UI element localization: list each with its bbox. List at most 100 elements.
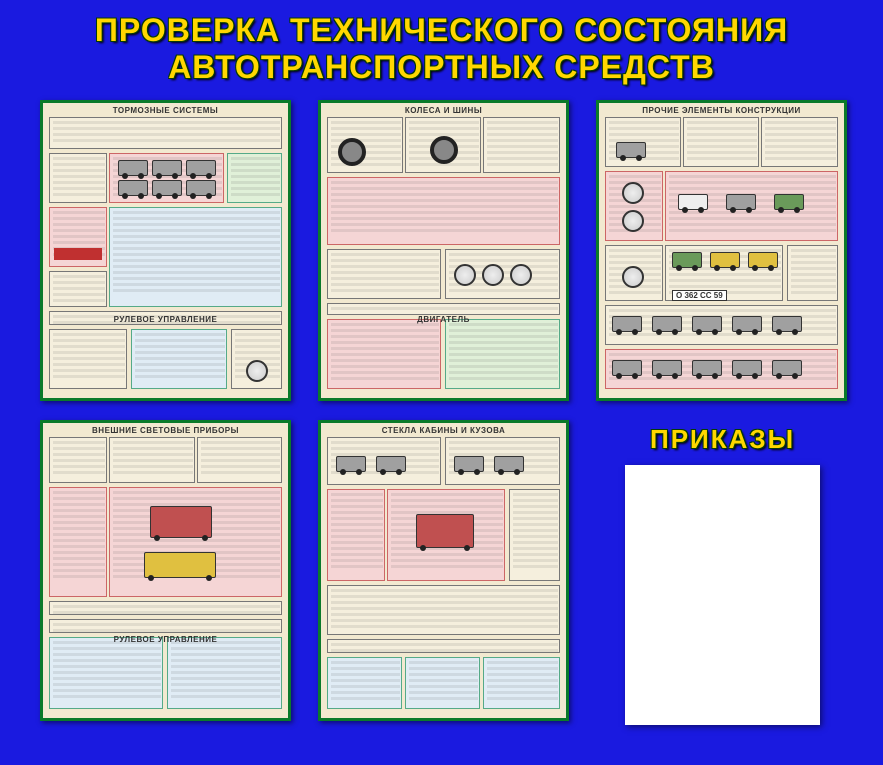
gauge-icon bbox=[622, 210, 644, 232]
poster-section bbox=[605, 245, 663, 301]
vehicle-icon bbox=[144, 552, 216, 578]
vehicle-icon bbox=[772, 316, 802, 332]
poster-section bbox=[445, 249, 560, 299]
poster-section bbox=[49, 637, 163, 709]
poster-section bbox=[109, 153, 224, 203]
poster-subtitle: РУЛЕВОЕ УПРАВЛЕНИЕ bbox=[43, 635, 288, 644]
poster-section bbox=[605, 349, 838, 389]
vehicle-icon bbox=[186, 180, 216, 196]
gauge-icon bbox=[482, 264, 504, 286]
poster-section bbox=[49, 207, 107, 267]
poster-section bbox=[109, 437, 195, 483]
gauge-icon bbox=[622, 266, 644, 288]
poster-section bbox=[605, 171, 663, 241]
poster-section bbox=[445, 319, 560, 389]
poster-section bbox=[327, 657, 402, 709]
title-line-2: АВТОТРАНСПОРТНЫХ СРЕДСТВ bbox=[168, 49, 715, 85]
poster-section bbox=[49, 487, 107, 597]
poster-section bbox=[787, 245, 838, 301]
poster-section: О 362 СС 59 bbox=[665, 245, 783, 301]
poster-section bbox=[327, 117, 403, 173]
poster-section bbox=[327, 437, 441, 485]
poster-section bbox=[665, 171, 838, 241]
poster-section bbox=[327, 249, 441, 299]
poster-section bbox=[387, 489, 505, 581]
vehicle-icon bbox=[152, 160, 182, 176]
poster-title: СТЕКЛА КАБИНЫ И КУЗОВА bbox=[321, 426, 566, 435]
poster-section bbox=[49, 437, 107, 483]
vehicle-icon bbox=[774, 194, 804, 210]
vehicle-icon bbox=[732, 360, 762, 376]
poster-section bbox=[483, 657, 560, 709]
poster-section bbox=[605, 305, 838, 345]
vehicle-icon bbox=[678, 194, 708, 210]
vehicle-icon bbox=[772, 360, 802, 376]
poster-subtitle: РУЛЕВОЕ УПРАВЛЕНИЕ bbox=[43, 315, 288, 324]
gauge-icon bbox=[622, 182, 644, 204]
vehicle-icon bbox=[748, 252, 778, 268]
vehicle-icon bbox=[118, 180, 148, 196]
gauge-icon bbox=[454, 264, 476, 286]
poster-p1: ТОРМОЗНЫЕ СИСТЕМЫ РУЛЕВОЕ УПРАВЛЕНИЕ bbox=[40, 100, 291, 401]
poster-p2: КОЛЕСА И ШИНЫДВИГАТЕЛЬ bbox=[318, 100, 569, 401]
poster-p5: СТЕКЛА КАБИНЫ И КУЗОВА bbox=[318, 420, 569, 721]
poster-section bbox=[49, 153, 107, 203]
vehicle-icon bbox=[336, 456, 366, 472]
poster-section bbox=[197, 437, 282, 483]
info-board: ПРОВЕРКА ТЕХНИЧЕСКОГО СОСТОЯНИЯ АВТОТРАН… bbox=[0, 0, 883, 765]
gauge-icon bbox=[510, 264, 532, 286]
vehicle-icon bbox=[710, 252, 740, 268]
poster-title: ПРОЧИЕ ЭЛЕМЕНТЫ КОНСТРУКЦИИ bbox=[599, 106, 844, 115]
vehicle-icon bbox=[454, 456, 484, 472]
poster-section bbox=[327, 585, 560, 635]
vehicle-icon bbox=[416, 514, 474, 548]
vehicle-icon bbox=[616, 142, 646, 158]
poster-section bbox=[49, 117, 282, 149]
poster-section bbox=[231, 329, 282, 389]
vehicle-icon bbox=[118, 160, 148, 176]
poster-section bbox=[49, 329, 127, 389]
vehicle-icon bbox=[732, 316, 762, 332]
vehicle-icon bbox=[612, 316, 642, 332]
poster-p3: ПРОЧИЕ ЭЛЕМЕНТЫ КОНСТРУКЦИИ О 362 СС 59 bbox=[596, 100, 847, 401]
poster-section bbox=[49, 619, 282, 633]
vehicle-icon bbox=[726, 194, 756, 210]
vehicle-icon bbox=[376, 456, 406, 472]
poster-section bbox=[49, 271, 107, 307]
poster-section bbox=[109, 207, 282, 307]
vehicle-icon bbox=[692, 316, 722, 332]
poster-section bbox=[49, 601, 282, 615]
poster-section bbox=[109, 487, 282, 597]
poster-section bbox=[405, 657, 480, 709]
poster-section bbox=[327, 639, 560, 653]
poster-section bbox=[327, 303, 560, 315]
poster-section bbox=[227, 153, 282, 203]
vehicle-icon bbox=[652, 360, 682, 376]
poster-section bbox=[761, 117, 838, 167]
title-line-1: ПРОВЕРКА ТЕХНИЧЕСКОГО СОСТОЯНИЯ bbox=[95, 12, 788, 48]
poster-section bbox=[605, 117, 681, 167]
poster-section bbox=[483, 117, 560, 173]
poster-section bbox=[683, 117, 759, 167]
vehicle-icon bbox=[152, 180, 182, 196]
poster-section bbox=[327, 177, 560, 245]
orders-heading: ПРИКАЗЫ bbox=[650, 424, 795, 455]
poster-title: ВНЕШНИЕ СВЕТОВЫЕ ПРИБОРЫ bbox=[43, 426, 288, 435]
vehicle-icon bbox=[672, 252, 702, 268]
poster-section bbox=[405, 117, 481, 173]
vehicle-icon bbox=[150, 506, 212, 538]
main-title: ПРОВЕРКА ТЕХНИЧЕСКОГО СОСТОЯНИЯ АВТОТРАН… bbox=[0, 12, 883, 86]
vehicle-icon bbox=[652, 316, 682, 332]
vehicle-icon bbox=[494, 456, 524, 472]
poster-p4: ВНЕШНИЕ СВЕТОВЫЕ ПРИБОРЫ РУЛЕВОЕ УПРАВЛЕН… bbox=[40, 420, 291, 721]
poster-section bbox=[509, 489, 560, 581]
gauge-icon bbox=[246, 360, 268, 382]
poster-section bbox=[445, 437, 560, 485]
poster-section bbox=[327, 319, 441, 389]
vehicle-icon bbox=[186, 160, 216, 176]
poster-title: ТОРМОЗНЫЕ СИСТЕМЫ bbox=[43, 106, 288, 115]
poster-section bbox=[327, 489, 385, 581]
vehicle-icon bbox=[692, 360, 722, 376]
tire-icon bbox=[430, 136, 458, 164]
poster-subtitle: ДВИГАТЕЛЬ bbox=[321, 315, 566, 324]
